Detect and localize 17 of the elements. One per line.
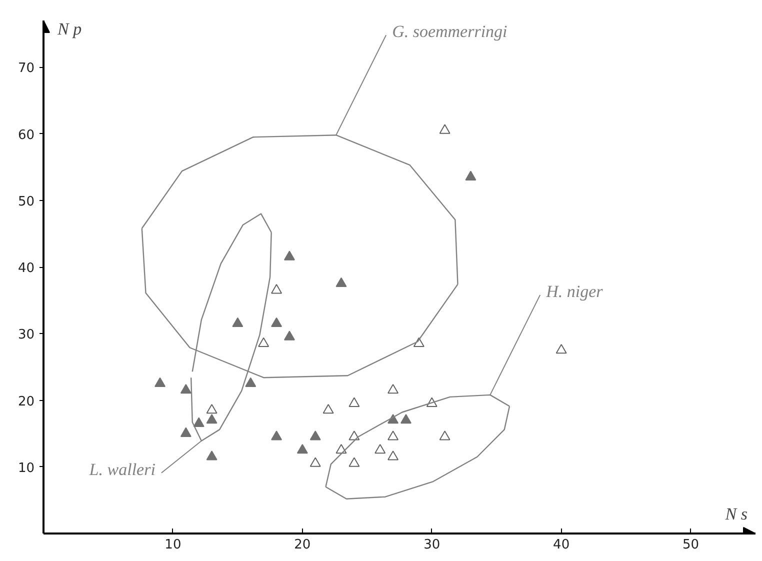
y-tick-label: 40 [18, 261, 35, 276]
x-tick-label: 30 [424, 538, 440, 552]
x-axis-title: N s [724, 504, 748, 524]
x-tick-label: 20 [294, 538, 311, 552]
x-tick-label: 50 [682, 538, 700, 552]
y-tick-label: 20 [18, 394, 35, 410]
y-tick-label: 60 [18, 128, 35, 143]
y-tick-label: 70 [18, 61, 35, 76]
y-tick-label: 30 [18, 328, 35, 343]
y-axis-title: N p [56, 20, 82, 38]
y-tick-label: 50 [18, 194, 35, 210]
text: H. niger [545, 282, 604, 301]
text: L. walleri [88, 460, 156, 479]
x-tick-label: 40 [553, 538, 570, 552]
x-tick-label: 10 [164, 538, 182, 552]
text: G. soemmerringi [392, 22, 508, 42]
y-tick-label: 10 [18, 460, 35, 476]
